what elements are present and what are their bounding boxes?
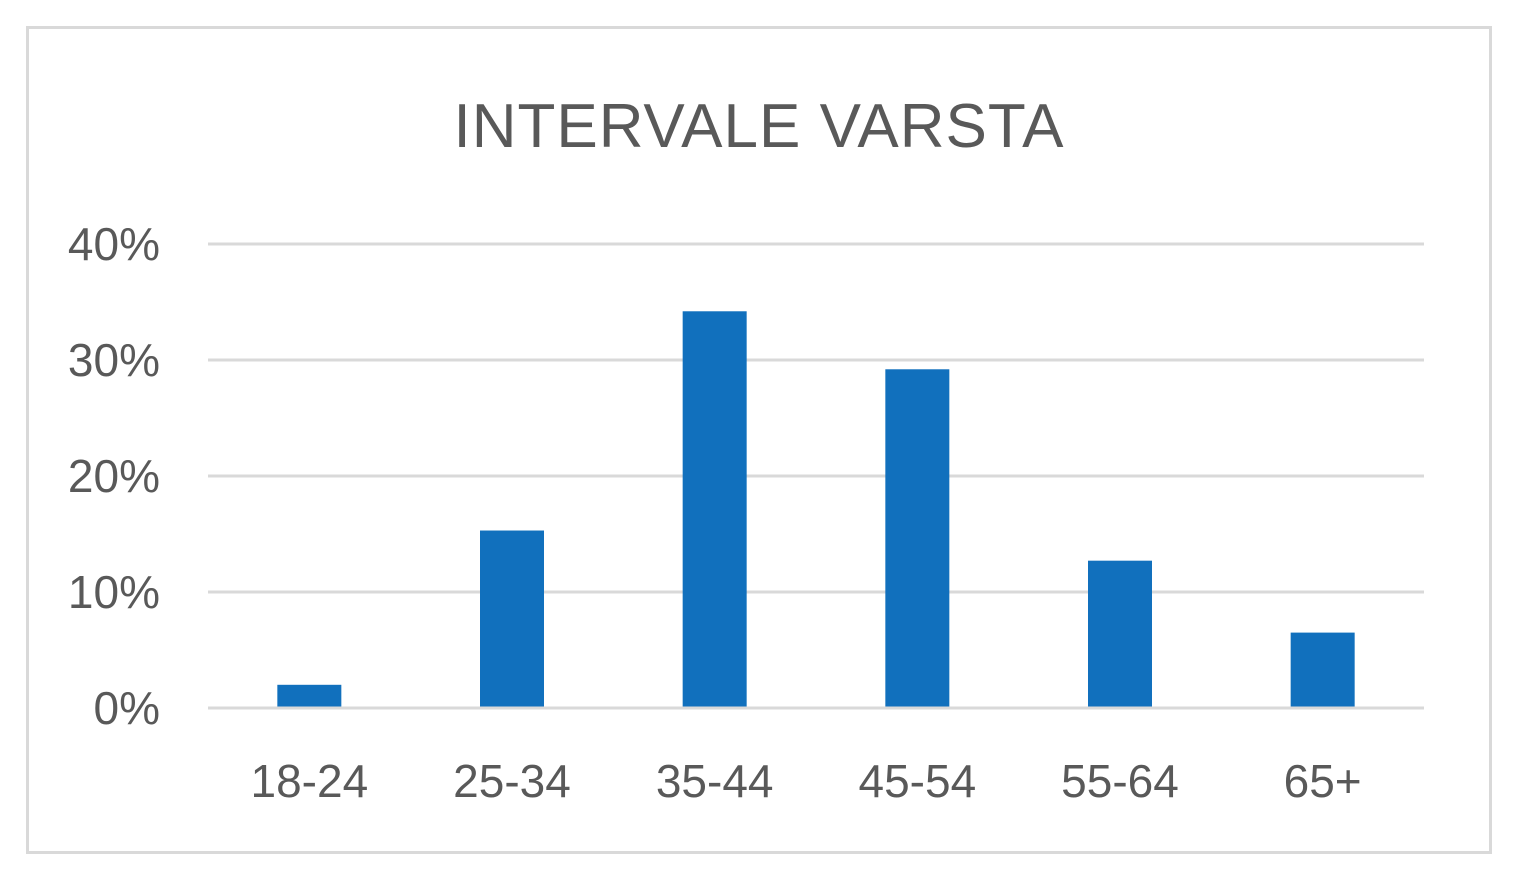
x-tick-label: 65+ — [1284, 755, 1362, 807]
x-tick-label: 35-44 — [656, 755, 774, 807]
chart-frame — [26, 26, 1492, 854]
gridlines — [208, 242, 1424, 710]
bar-35-44 — [682, 311, 747, 707]
bar-45-54 — [885, 369, 950, 707]
bar-25-34 — [480, 530, 544, 707]
bar-55-64 — [1088, 560, 1152, 707]
bars — [277, 311, 1355, 707]
x-axis-ticks: 18-24 25-34 35-44 45-54 55-64 65+ — [251, 755, 1362, 807]
y-tick-label: 0% — [94, 682, 160, 734]
x-tick-label: 25-34 — [453, 755, 571, 807]
y-tick-label: 40% — [68, 218, 160, 270]
x-tick-label: 18-24 — [251, 755, 369, 807]
y-axis-ticks: 0% 10% 20% 30% 40% — [68, 218, 160, 734]
y-tick-label: 10% — [68, 566, 160, 618]
chart-title: INTERVALE VARSTA — [453, 92, 1065, 161]
x-tick-label: 45-54 — [859, 755, 977, 807]
bar-18-24 — [277, 684, 342, 707]
y-tick-label: 30% — [68, 334, 160, 386]
y-tick-label: 20% — [68, 450, 160, 502]
bar-65+ — [1290, 632, 1355, 707]
x-tick-label: 55-64 — [1061, 755, 1179, 807]
